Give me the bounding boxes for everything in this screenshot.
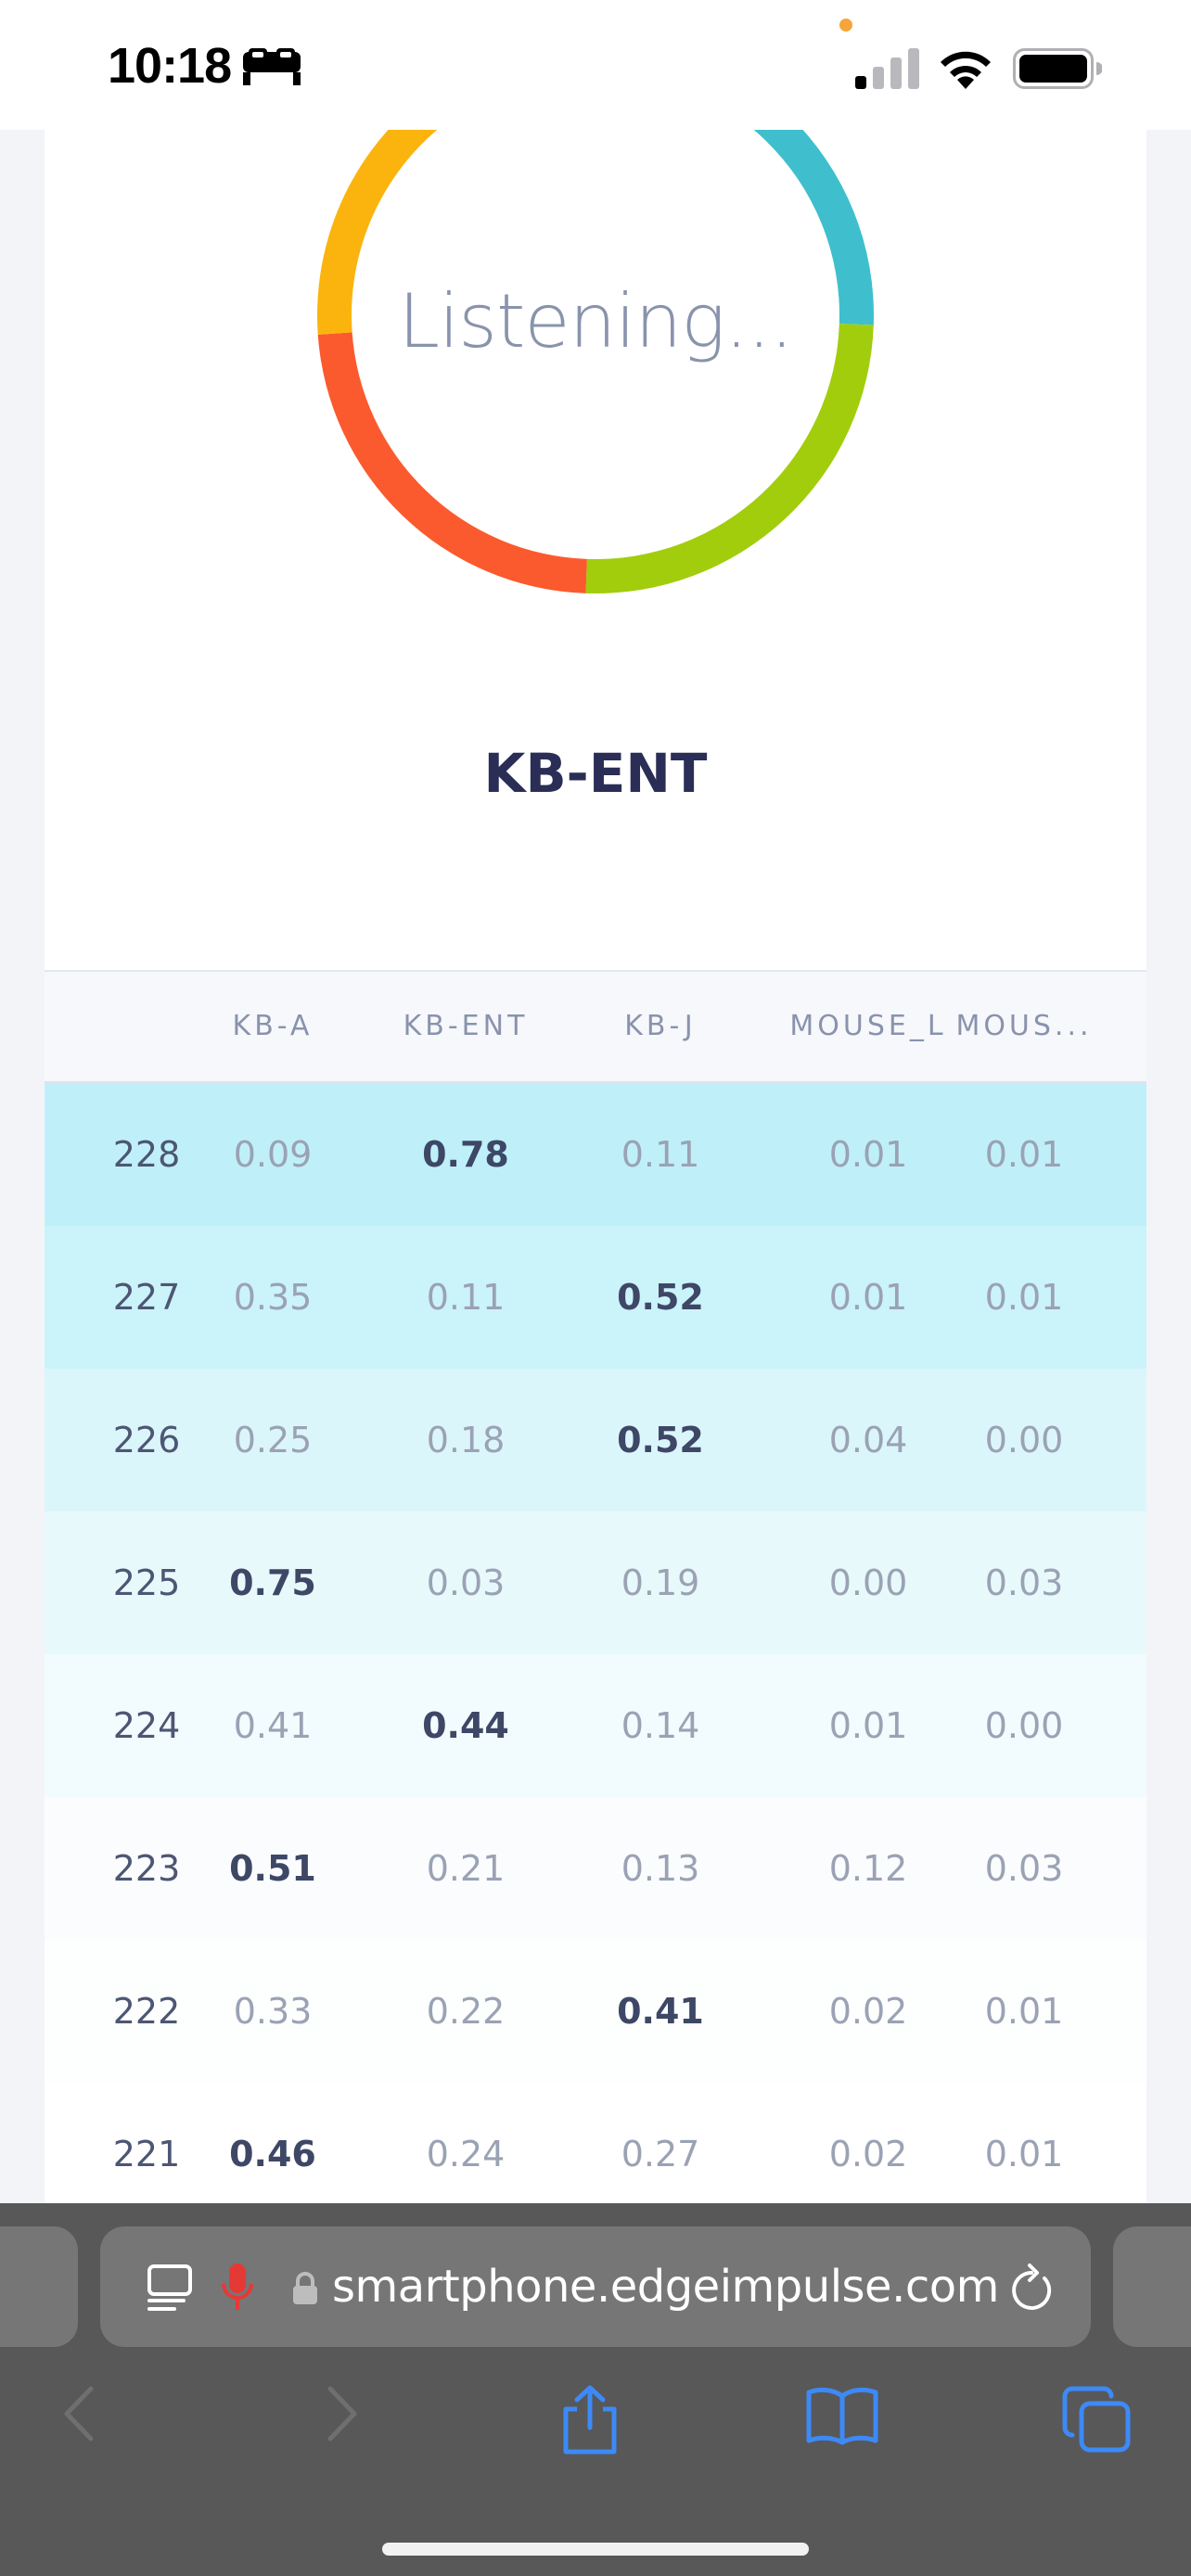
classifier-card: Listening... KB-ENT KB-A KB-ENT KB-J MOU… (45, 130, 1146, 2225)
reload-icon[interactable] (1007, 2262, 1056, 2314)
row-id: 227 (112, 1277, 181, 1318)
next-tab-peek[interactable] (1113, 2226, 1191, 2347)
probability-cell: 0.03 (984, 1562, 1064, 1603)
wifi-icon (941, 51, 991, 89)
status-time: 10:18 (108, 38, 232, 94)
privacy-indicator-dot (839, 19, 852, 32)
column-header-kb-j: KB-J (624, 1010, 697, 1042)
probability-cell: 0.78 (422, 1134, 509, 1175)
probability-cell: 0.01 (984, 1134, 1064, 1175)
donut-segment-cyan (753, 130, 874, 325)
probability-cell: 0.14 (621, 1705, 700, 1746)
donut-segment-yellow (317, 130, 438, 335)
column-header-kb-ent: KB-ENT (403, 1010, 529, 1042)
column-header-mouse-l: MOUSE_L (789, 1010, 947, 1042)
probability-cell: 0.24 (426, 2134, 506, 2174)
table-row: 221 0.46 0.24 0.27 0.02 0.01 (45, 2083, 1146, 2225)
lock-icon (293, 2272, 317, 2304)
home-indicator (382, 2543, 809, 2556)
row-id: 221 (112, 2134, 181, 2174)
bed-icon (243, 48, 301, 85)
probability-cell: 0.22 (426, 1991, 506, 2032)
row-id: 222 (112, 1991, 181, 2032)
probability-cell: 0.01 (984, 1277, 1064, 1318)
probability-cell: 0.33 (233, 1991, 313, 2032)
cellular-signal-icon (855, 48, 919, 89)
probability-cell: 0.04 (828, 1420, 908, 1460)
column-header-kb-a: KB-A (232, 1010, 314, 1042)
top-class-label: KB-ENT (483, 742, 708, 805)
probability-cell: 0.00 (984, 1420, 1064, 1460)
probability-cell: 0.01 (984, 2134, 1064, 2174)
probability-cell: 0.03 (426, 1562, 506, 1603)
table-row: 226 0.25 0.18 0.52 0.04 0.00 (45, 1369, 1146, 1511)
table-row: 225 0.75 0.03 0.19 0.00 0.03 (45, 1511, 1146, 1654)
probability-cell: 0.44 (422, 1705, 509, 1746)
probability-cell: 0.21 (426, 1848, 506, 1889)
row-id: 223 (112, 1848, 181, 1889)
url-text[interactable]: smartphone.edgeimpulse.com (332, 2261, 999, 2313)
probability-cell: 0.41 (233, 1705, 313, 1746)
probability-cell: 0.35 (233, 1277, 313, 1318)
probability-cell: 0.46 (229, 2134, 316, 2174)
probability-cell: 0.00 (984, 1705, 1064, 1746)
table-row: 227 0.35 0.11 0.52 0.01 0.01 (45, 1226, 1146, 1369)
row-id: 226 (112, 1420, 181, 1460)
table-row: 222 0.33 0.22 0.41 0.02 0.01 (45, 1940, 1146, 2083)
table-body: 228 0.09 0.78 0.11 0.01 0.01 227 0.35 0.11 0.52 0.… (45, 1083, 1146, 2225)
table-header: KB-A KB-ENT KB-J MOUSE_L MOUS... (45, 970, 1146, 1083)
row-id: 225 (112, 1562, 181, 1603)
probability-cell: 0.01 (984, 1991, 1064, 2032)
probability-cell: 0.11 (426, 1277, 506, 1318)
donut-segment-green (585, 324, 874, 593)
donut-segment-orange (317, 332, 587, 593)
tabs-icon[interactable] (1061, 2385, 1132, 2455)
probability-cell: 0.18 (426, 1420, 506, 1460)
probability-cell: 0.01 (828, 1134, 908, 1175)
forward-icon[interactable] (317, 2385, 364, 2442)
row-id: 224 (112, 1705, 181, 1746)
table-row: 224 0.41 0.44 0.14 0.01 0.00 (45, 1654, 1146, 1797)
probability-cell: 0.11 (621, 1134, 700, 1175)
probability-cell: 0.41 (617, 1991, 704, 2032)
probability-cell: 0.01 (828, 1705, 908, 1746)
probability-cell: 0.01 (828, 1277, 908, 1318)
browser-toolbar: smartphone.edgeimpulse.com (0, 2203, 1191, 2576)
table-row: 228 0.09 0.78 0.11 0.01 0.01 (45, 1083, 1146, 1226)
probability-cell: 0.75 (229, 1562, 316, 1603)
results-table: KB-A KB-ENT KB-J MOUSE_L MOUS... 228 0.09… (45, 970, 1146, 2225)
probability-cell: 0.02 (828, 2134, 908, 2174)
probability-cell: 0.02 (828, 1991, 908, 2032)
probability-cell: 0.52 (617, 1277, 704, 1318)
probability-cell: 0.09 (233, 1134, 313, 1175)
column-header-id (102, 972, 191, 1081)
row-id: 228 (112, 1134, 181, 1175)
share-icon[interactable] (555, 2385, 625, 2455)
probability-cell: 0.19 (621, 1562, 700, 1603)
battery-icon (1013, 48, 1102, 89)
microphone-icon (222, 2264, 253, 2310)
probability-cell: 0.13 (621, 1848, 700, 1889)
probability-cell: 0.25 (233, 1420, 313, 1460)
classification-donut-chart (317, 130, 874, 593)
reader-icon[interactable] (147, 2264, 193, 2312)
address-bar[interactable]: smartphone.edgeimpulse.com (100, 2226, 1091, 2347)
probability-cell: 0.52 (617, 1420, 704, 1460)
previous-tab-peek[interactable] (0, 2226, 78, 2347)
status-bar: 10:18 (0, 0, 1191, 130)
probability-cell: 0.12 (828, 1848, 908, 1889)
probability-cell: 0.00 (828, 1562, 908, 1603)
listening-status: Listening... (398, 278, 794, 364)
table-row: 223 0.51 0.21 0.13 0.12 0.03 (45, 1797, 1146, 1940)
column-header-mouse-r: MOUS... (955, 1010, 1093, 1042)
bookmarks-icon[interactable] (805, 2385, 879, 2446)
probability-cell: 0.03 (984, 1848, 1064, 1889)
probability-cell: 0.27 (621, 2134, 700, 2174)
back-icon[interactable] (58, 2385, 104, 2442)
probability-cell: 0.51 (229, 1848, 316, 1889)
